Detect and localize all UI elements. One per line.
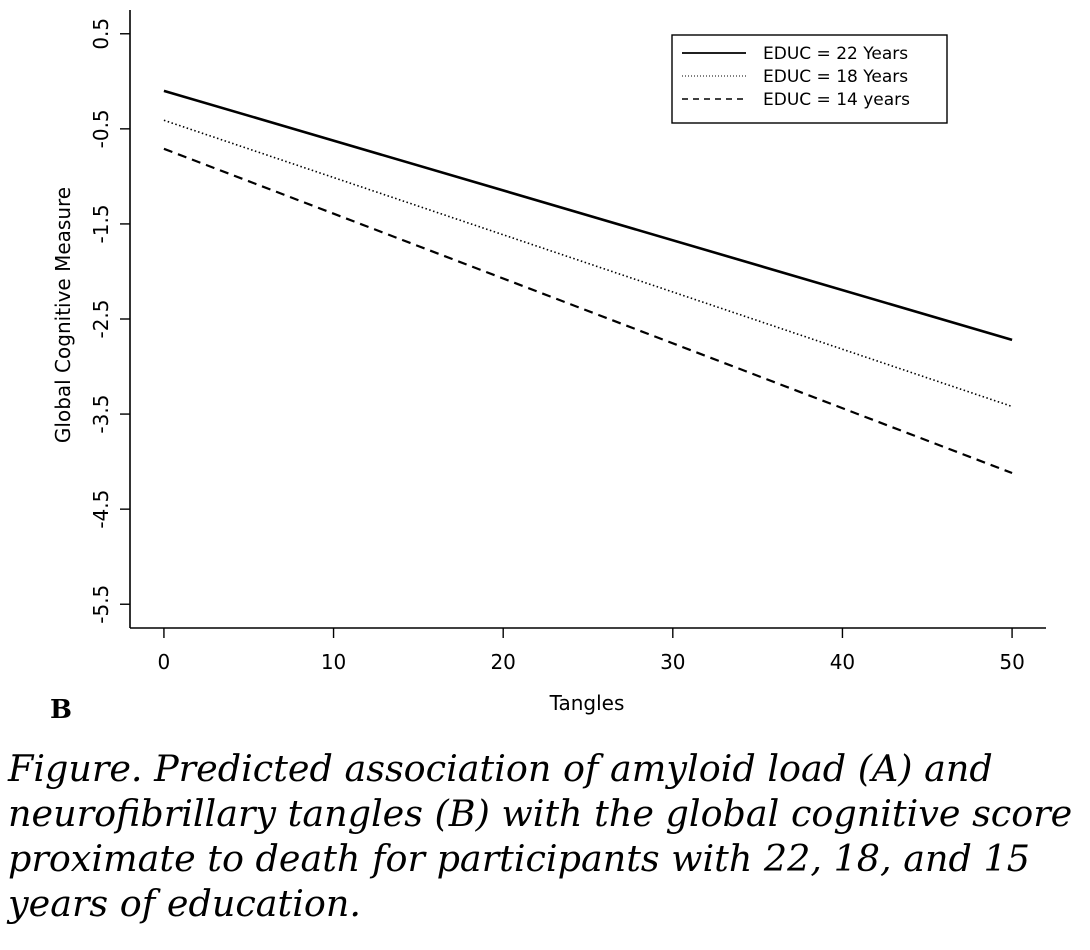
legend-box	[671, 34, 948, 124]
legend-label: EDUC = 22 Years	[763, 44, 908, 64]
series-lines	[163, 89, 1013, 475]
line-chart: 0 10 20 30 40 50 0.5 -0.5 -1.5 -2.5 -3.5 -4.5 -5.5 T…	[51, 10, 1046, 715]
y-tick-label: -4.5	[89, 490, 113, 529]
panel-label: B	[50, 695, 72, 725]
y-tick-label: -2.5	[89, 299, 113, 338]
x-tick-label: 20	[490, 650, 515, 674]
series-line-2	[163, 119, 1013, 408]
y-tick-label: 0.5	[89, 18, 113, 50]
y-tick-label: -1.5	[89, 204, 113, 243]
y-tick-label: -0.5	[89, 109, 113, 148]
legend-label: EDUC = 14 years	[763, 90, 910, 110]
legend-label: EDUC = 18 Years	[763, 67, 908, 87]
chart-canvas: 0 10 20 30 40 50 0.5 -0.5 -1.5 -2.5 -3.5 -4.5 -5.5 T…	[51, 10, 1046, 715]
x-axis-title: Tangles	[549, 691, 625, 715]
y-tick-label: -5.5	[89, 585, 113, 624]
x-tick-label: 10	[321, 650, 346, 674]
series-line-3	[163, 147, 1013, 475]
x-tick-label: 0	[158, 650, 171, 674]
x-tick-label: 50	[999, 650, 1024, 674]
legend: EDUC = 22 Years EDUC = 18 Years EDUC = 14 …	[671, 34, 948, 124]
y-tick-label: -3.5	[89, 395, 113, 434]
x-tick-label: 40	[830, 650, 855, 674]
series-line-1	[163, 89, 1013, 342]
axes: 0 10 20 30 40 50 0.5 -0.5 -1.5 -2.5 -3.5 -4.5 -5.5	[89, 10, 1046, 674]
figure-caption: Figure. Predicted association of amyloid…	[8, 747, 1073, 925]
axis-labels: Tangles Global Cognitive Measure	[51, 187, 624, 715]
x-tick-label: 30	[660, 650, 685, 674]
y-axis-title: Global Cognitive Measure	[51, 187, 75, 443]
